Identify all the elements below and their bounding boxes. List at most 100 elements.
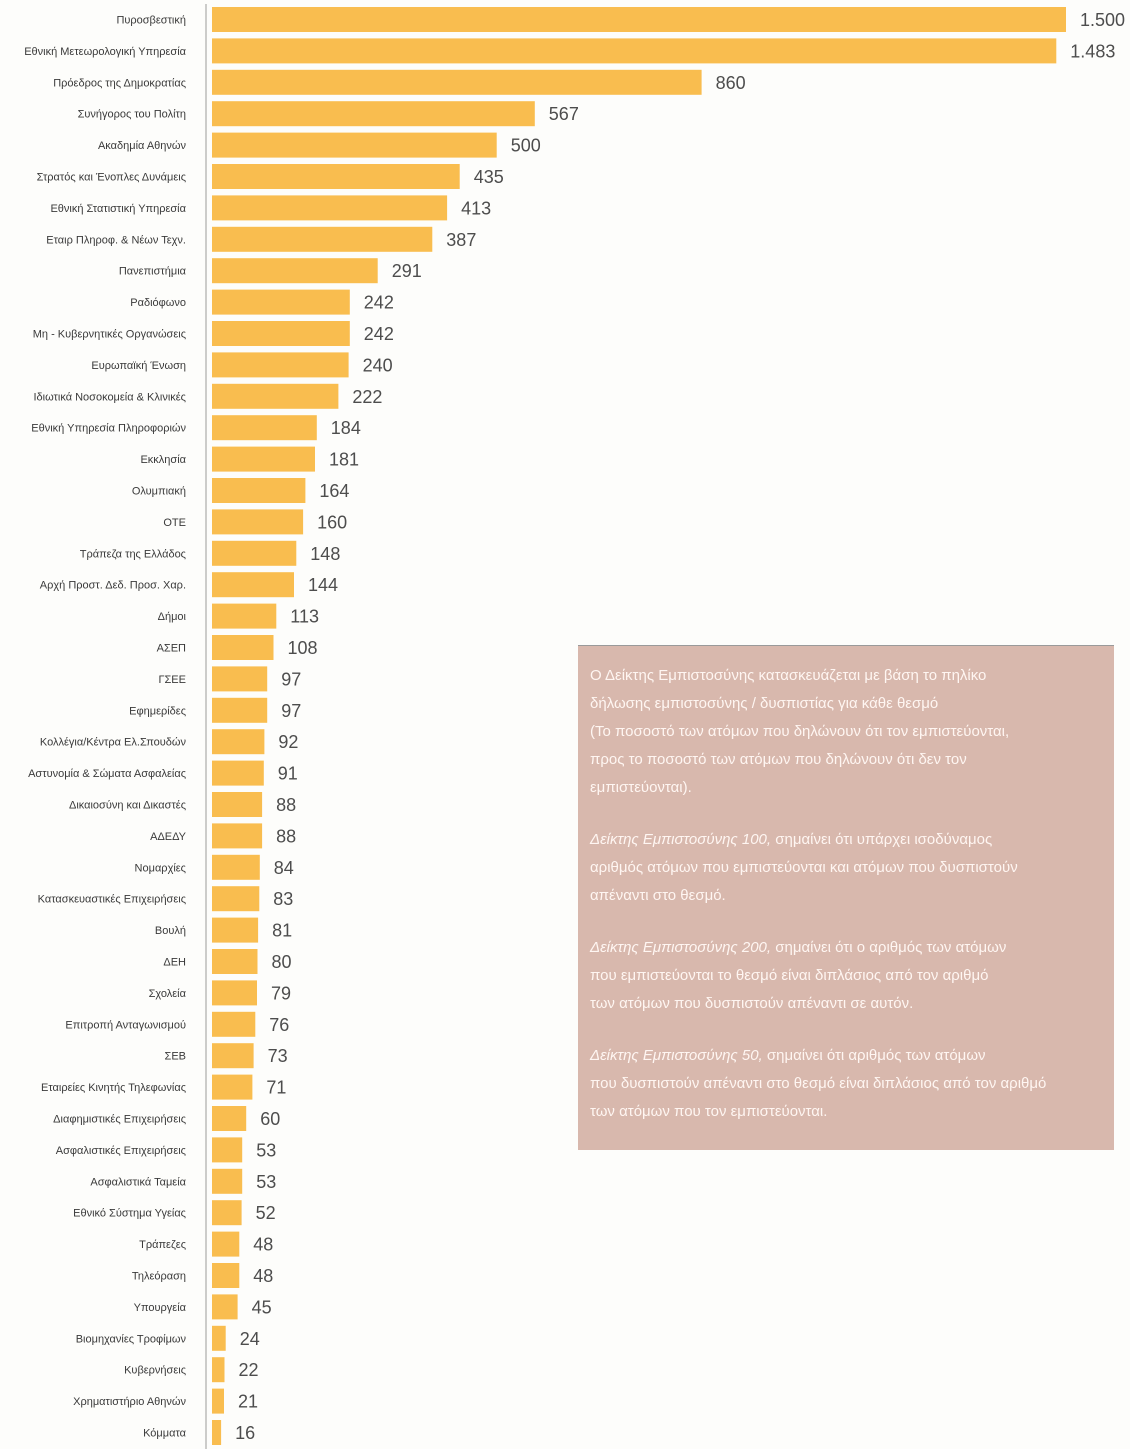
bar [212,509,304,535]
bar [212,886,260,912]
info-text: (Το ποσοστό των ατόμων που δηλώνουν ότι … [590,723,1010,740]
category-label: Πρόεδρος της Δημοκρατίας [53,77,186,89]
value-label: 1.500 [1080,10,1125,30]
bar [212,415,317,441]
category-label: Εθνική Μετεωρολογική Υπηρεσία [24,46,186,58]
value-label: 240 [363,355,393,375]
category-label: Κόμματα [143,1428,187,1440]
category-label: Νομαρχίες [135,862,186,874]
bar [212,540,297,566]
value-label: 92 [278,732,298,752]
category-label: Χρηματιστήριο Αθηνών [73,1396,186,1408]
value-label: 181 [329,450,359,470]
category-label: Ευρωπαϊκή Ένωση [91,360,186,372]
info-line: εμπιστεύονται). [590,774,1104,802]
category-label: Κυβερνήσεις [124,1365,186,1377]
value-label: 52 [256,1203,276,1223]
info-lead: Δείκτης Εμπιστοσύνης 100, [590,831,772,848]
bar-series: Πυροσβεστική 1.500 Εθνική Μετεωρολογική Υπ… [24,7,1125,1445]
value-label: 160 [317,512,347,532]
value-label: 84 [274,858,294,878]
info-text: δήλωσης εμπιστοσύνης / δυσπιστίας για κά… [590,695,939,712]
bar [212,101,535,127]
category-label: ΓΣΕΕ [158,674,186,686]
info-lead: Δείκτης Εμπιστοσύνης 50, [590,1047,763,1064]
bar [212,164,460,189]
value-label: 1.483 [1070,41,1115,61]
bar [212,383,339,409]
category-label: ΑΔΕΔΥ [150,831,187,843]
category-label: Τηλεόραση [132,1271,186,1283]
value-label: 71 [266,1078,286,1098]
bar [212,478,306,503]
category-label: Εθνική Στατιστική Υπηρεσία [50,203,186,215]
info-text: Ο Δείκτης Εμπιστοσύνης κατασκευάζεται με… [590,667,987,684]
info-line: που εμπιστεύονται το θεσμό είναι διπλάσι… [590,962,1104,990]
info-paragraph: Δείκτης Εμπιστοσύνης 200, σημαίνει ότι ο… [590,934,1104,1018]
info-text: των ατόμων που τον εμπιστεύονται. [590,1103,828,1120]
category-label: Κολλέγια/Κέντρα Ελ.Σπουδών [40,737,187,749]
category-label: Επιτροπή Ανταγωνισμού [65,1019,186,1031]
category-label: Βουλή [155,925,186,937]
value-label: 387 [446,230,476,250]
bar [212,1263,240,1288]
category-label: Εθνικό Σύστημα Υγείας [73,1208,186,1220]
info-line: Δείκτης Εμπιστοσύνης 50, σημαίνει ότι αρ… [590,1042,1104,1070]
value-label: 222 [352,387,382,407]
bar [212,760,264,786]
info-line: που δυσπιστούν απέναντι στο θεσμό είναι … [590,1070,1104,1098]
bar [212,1200,242,1226]
bar [212,1325,226,1351]
category-label: Ακαδημία Αθηνών [98,140,187,152]
value-label: 48 [253,1235,273,1255]
category-label: Πανεπιστήμια [119,266,187,278]
bar [212,69,702,95]
category-label: Συνήγορος του Πολίτη [78,109,186,121]
category-label: Στρατός και Ένοπλες Δυνάμεις [37,172,186,184]
category-label: ΟΤΕ [163,517,186,529]
info-line: (Το ποσοστό των ατόμων που δηλώνουν ότι … [590,718,1104,746]
value-label: 435 [474,167,504,187]
value-label: 148 [310,544,340,564]
value-label: 24 [240,1329,260,1349]
category-label: Εφημερίδες [129,705,186,717]
category-label: Τράπεζες [139,1239,186,1251]
bar [212,1231,240,1257]
category-label: Σχολεία [149,988,187,1000]
category-label: ΣΕΒ [165,1051,186,1063]
value-label: 144 [308,575,338,595]
info-paragraph: Ο Δείκτης Εμπιστοσύνης κατασκευάζεται με… [590,662,1104,802]
value-label: 53 [256,1140,276,1160]
info-line: απέναντι στο θεσμό. [590,882,1104,910]
info-text: εμπιστεύονται). [590,779,692,796]
bar [212,352,349,378]
bar [212,1168,243,1194]
value-label: 88 [276,826,296,846]
info-line: δήλωσης εμπιστοσύνης / δυσπιστίας για κά… [590,690,1104,718]
bar [212,1043,254,1069]
bar [212,226,433,252]
category-label: Ασφαλιστικά Ταμεία [90,1176,186,1188]
bar [212,132,497,158]
bar [212,823,263,849]
value-label: 76 [269,1015,289,1035]
info-text: προς το ποσοστό των ατόμων που δηλώνουν … [590,751,967,768]
bar [212,446,315,472]
value-label: 97 [281,669,301,689]
category-label: Ραδιόφωνο [130,297,186,309]
value-label: 567 [549,104,579,124]
value-label: 53 [256,1172,276,1192]
bar [212,1106,247,1131]
category-label: Αρχή Προστ. Δεδ. Προσ. Χαρ. [40,580,186,592]
value-label: 16 [235,1423,255,1443]
bar [212,195,448,221]
category-label: Εκκλησία [140,454,186,466]
value-label: 413 [461,198,491,218]
info-line: προς το ποσοστό των ατόμων που δηλώνουν … [590,746,1104,774]
value-label: 108 [288,638,318,658]
bar [212,7,1066,32]
bar [212,38,1057,64]
category-label: Πυροσβεστική [116,15,186,27]
info-box: Ο Δείκτης Εμπιστοσύνης κατασκευάζεται με… [578,645,1114,1150]
value-label: 291 [392,261,422,281]
